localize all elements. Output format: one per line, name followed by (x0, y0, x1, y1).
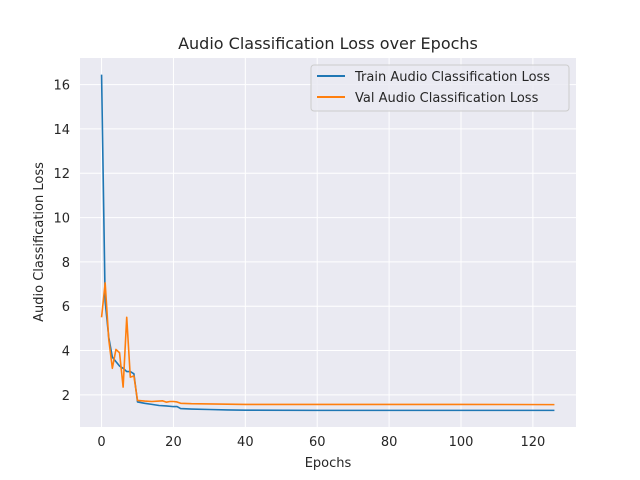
train-loss-line (100, 74, 555, 412)
series-lines (100, 74, 555, 412)
y-tick-label: 6 (62, 300, 70, 315)
y-tick-label: 2 (62, 389, 70, 404)
y-tick-label: 4 (62, 345, 70, 360)
y-tick-label: 16 (53, 79, 70, 94)
x-tick-label: 100 (449, 435, 474, 450)
y-tick-label: 8 (62, 256, 70, 271)
val-loss-line (100, 282, 555, 406)
y-axis-label: Audio Classification Loss (32, 162, 47, 322)
plot-background (80, 58, 576, 427)
y-tick-label: 10 (53, 212, 70, 227)
legend: Train Audio Classification Loss Val Audi… (310, 64, 570, 112)
grid-lines (80, 58, 576, 427)
y-tick-labels: 2 4 6 8 10 12 14 16 (53, 79, 70, 404)
x-axis-label: Epochs (305, 456, 352, 471)
y-tick-label: 14 (53, 123, 70, 138)
x-tick-label: 60 (309, 435, 326, 450)
y-tick-label: 12 (53, 167, 70, 182)
x-tick-label: 120 (520, 435, 545, 450)
legend-train-label: Train Audio Classification Loss (354, 70, 550, 85)
x-tick-labels: 0 20 40 60 80 100 120 (97, 435, 545, 450)
legend-val-label: Val Audio Classification Loss (355, 91, 539, 106)
x-tick-label: 40 (237, 435, 254, 450)
chart-title: Audio Classification Loss over Epochs (178, 34, 478, 53)
x-tick-label: 80 (381, 435, 398, 450)
x-tick-label: 20 (165, 435, 182, 450)
x-tick-label: 0 (97, 435, 105, 450)
legend-box (310, 64, 570, 112)
